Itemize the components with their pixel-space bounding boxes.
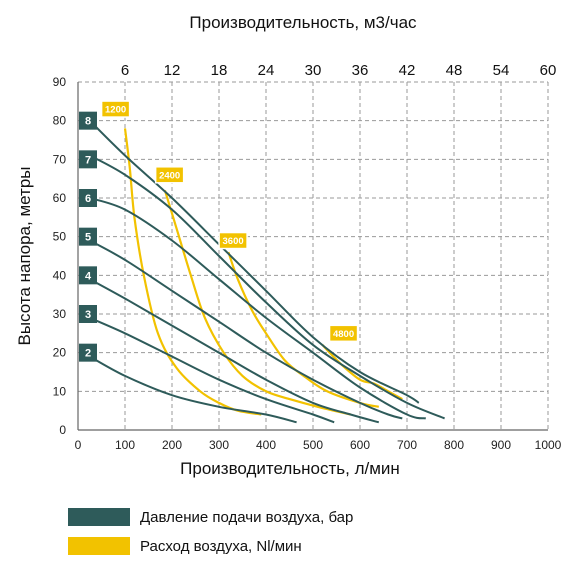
- pressure-label-text: 6: [85, 193, 91, 205]
- grid: [78, 81, 549, 430]
- air-curve-1200: [123, 128, 262, 416]
- pressure-label-text: 4: [85, 270, 92, 282]
- x-tick-label: 0: [75, 438, 82, 452]
- x-tick-label: 100: [115, 438, 135, 452]
- top-tick-label: 36: [352, 62, 369, 79]
- top-tick-label: 48: [446, 62, 463, 79]
- y-tick-label: 50: [53, 230, 67, 244]
- y-tick-label: 60: [53, 191, 67, 205]
- top-tick-label: 30: [305, 62, 322, 79]
- y-tick-label: 90: [53, 75, 67, 89]
- x-axis-label: Производительность, л/мин: [180, 459, 400, 478]
- axes: [77, 82, 548, 431]
- air-label-text: 4800: [333, 329, 354, 340]
- pressure-label-text: 8: [85, 116, 91, 128]
- legend-pressure: Давление подачи воздуха, бар: [68, 508, 353, 526]
- pressure-label-text: 7: [85, 154, 91, 166]
- pressure-curve-7: [89, 154, 445, 420]
- pressure-label-box: [79, 227, 97, 246]
- y-tick-label: 80: [53, 114, 67, 128]
- x-tick-label: 200: [162, 438, 182, 452]
- top-axis-label: Производительность, м3/час: [189, 13, 417, 32]
- air-label-box: [218, 231, 248, 250]
- pressure-label-box: [79, 305, 97, 323]
- top-tick-label: 12: [164, 62, 181, 79]
- pressure-curve-3: [89, 316, 335, 424]
- pressure-label-text: 2: [85, 348, 91, 360]
- x-tick-label: 900: [491, 438, 511, 452]
- legend-air: Расход воздуха, Nl/мин: [68, 537, 302, 555]
- pressure-label-box: [79, 266, 97, 285]
- air-label-box: [100, 100, 131, 118]
- series-labels: 8 7 6 5 4 3 2 1200 2400 3600 4800: [79, 100, 359, 362]
- air-label-text: 2400: [159, 170, 180, 181]
- x-tick-label: 400: [256, 438, 276, 452]
- x-tick-label: 1000: [535, 438, 562, 452]
- top-tick-label: 6: [121, 62, 129, 79]
- x-tick-label: 300: [209, 438, 229, 452]
- pressure-label-box: [79, 343, 97, 362]
- legend-pressure-label: Давление подачи воздуха, бар: [140, 508, 354, 526]
- y-tick-label: 30: [53, 307, 67, 321]
- pressure-label-text: 5: [85, 232, 91, 244]
- pressure-curve-4: [89, 278, 380, 424]
- y-tick-label: 0: [59, 423, 66, 437]
- air-curve-3600: [227, 251, 380, 408]
- y-tick-label: 10: [53, 384, 67, 398]
- air-label-box: [154, 166, 185, 184]
- pressure-curve-8: [89, 119, 420, 404]
- y-axis-label: Высота напора, метры: [15, 167, 34, 346]
- top-tick-label: 18: [211, 62, 228, 79]
- legend-air-swatch: [68, 537, 130, 555]
- air-label-text: 3600: [223, 236, 244, 247]
- pressure-label-box: [79, 189, 97, 207]
- top-tick-label: 60: [540, 62, 557, 79]
- tick-labels: 0 100 200 300 400 500 600 700 800 900 1000 0 10 20 30 4…: [53, 62, 562, 452]
- legend-pressure-swatch: [68, 508, 130, 526]
- air-curve-2400: [163, 189, 351, 416]
- legend-air-label: Расход воздуха, Nl/мин: [140, 537, 302, 555]
- pressure-label-text: 3: [85, 309, 91, 321]
- air-label-box: [328, 324, 359, 343]
- pressure-label-box: [79, 150, 97, 169]
- x-tick-label: 800: [444, 438, 464, 452]
- pressure-label-box: [79, 111, 97, 130]
- x-tick-label: 500: [303, 438, 323, 452]
- y-tick-label: 70: [53, 152, 67, 166]
- x-tick-label: 600: [350, 438, 370, 452]
- y-tick-label: 20: [53, 346, 67, 360]
- top-tick-label: 54: [493, 62, 510, 79]
- pressure-curve-2: [89, 355, 297, 424]
- pressure-curve-5: [89, 239, 403, 420]
- top-tick-label: 42: [399, 62, 416, 79]
- pressure-curves: [89, 119, 445, 424]
- y-tick-label: 40: [53, 268, 67, 282]
- x-tick-label: 700: [397, 438, 417, 452]
- top-tick-label: 24: [258, 62, 275, 79]
- air-label-text: 1200: [105, 105, 126, 116]
- pressure-curve-6: [89, 197, 426, 420]
